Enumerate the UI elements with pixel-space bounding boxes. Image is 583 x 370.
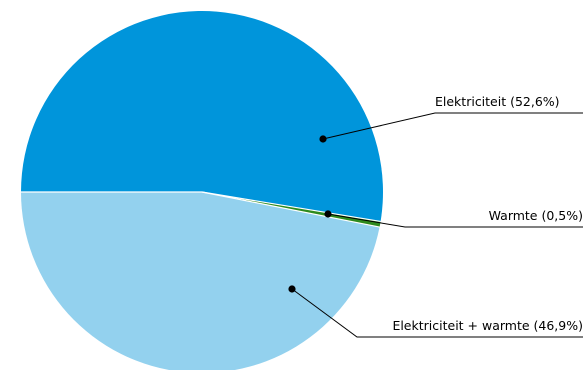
separators-layer <box>21 191 381 228</box>
slice-label-3: Elektriciteit + warmte (46,9%) <box>392 318 583 333</box>
leader-line-1 <box>322 112 583 140</box>
slice-label-1: Elektriciteit (52,6%) <box>435 94 560 109</box>
pie-slice-3 <box>21 192 380 370</box>
leader-dot-1 <box>319 135 327 143</box>
slice-separator-2 <box>201 191 381 223</box>
leader-dot-2 <box>324 210 332 218</box>
slices-layer <box>21 11 383 370</box>
leaders-layer <box>288 112 583 338</box>
leader-dot-3 <box>288 285 296 293</box>
slice-separator-3 <box>201 191 380 228</box>
leader-line-3 <box>291 288 583 338</box>
pie-slice-1 <box>21 11 383 222</box>
slice-label-2: Warmte (0,5%) <box>489 208 583 223</box>
labels-layer: Elektriciteit (52,6%) Warmte (0,5%) Elektr… <box>392 94 583 333</box>
leader-line-2 <box>327 213 583 228</box>
